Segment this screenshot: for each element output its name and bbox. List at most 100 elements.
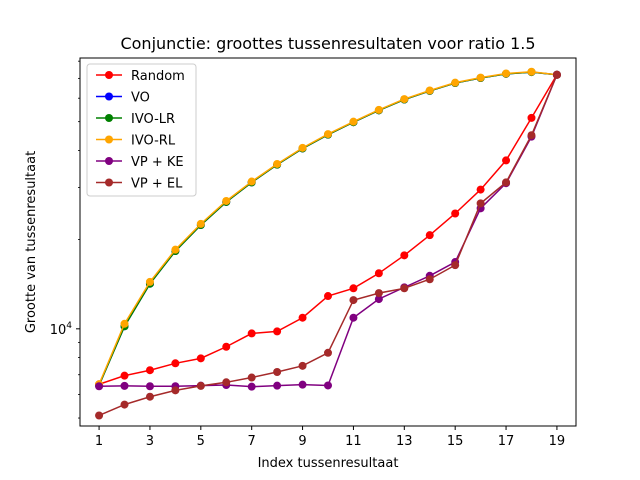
- legend-item: VP + KE: [96, 155, 184, 170]
- legend-marker: [105, 71, 113, 79]
- x-tick-label: 17: [498, 434, 515, 449]
- x-axis-ticks: 1 3 5 7 9 11 13 15 17 19: [95, 426, 565, 449]
- data-point: [273, 327, 282, 336]
- data-point: [552, 70, 561, 79]
- legend-item: IVO-LR: [96, 112, 175, 127]
- data-point: [171, 386, 180, 395]
- data-point: [502, 178, 511, 187]
- data-point: [298, 143, 307, 152]
- data-point: [425, 231, 434, 240]
- x-tick-label: 5: [197, 434, 205, 449]
- y-tick-label-base: 10: [50, 323, 67, 338]
- data-point: [476, 199, 485, 208]
- legend-marker: [105, 92, 113, 101]
- data-point: [120, 319, 129, 328]
- data-point: [273, 381, 282, 390]
- data-point: [527, 131, 536, 140]
- data-point: [374, 105, 383, 114]
- x-tick-label: 7: [248, 434, 256, 449]
- data-point: [95, 382, 104, 391]
- data-point: [145, 382, 154, 391]
- data-point: [247, 382, 256, 391]
- x-tick-label: 19: [549, 434, 566, 449]
- legend-label: VP + KE: [131, 155, 184, 170]
- data-point: [374, 289, 383, 298]
- legend-label: IVO-LR: [131, 112, 175, 127]
- legend-label: IVO-RL: [131, 134, 176, 149]
- data-point: [400, 251, 409, 260]
- x-tick-label: 9: [298, 434, 306, 449]
- y-tick-label-exponent: 4: [66, 321, 72, 331]
- data-point: [247, 177, 256, 186]
- data-point: [222, 342, 231, 351]
- legend-label: VP + EL: [131, 177, 183, 192]
- data-point: [451, 261, 460, 270]
- data-point: [273, 159, 282, 168]
- legend-label: VO: [131, 91, 150, 106]
- legend: Random VO IVO-LR IVO-RL VP + KE VP + EL: [86, 63, 197, 197]
- y-axis-label: Grootte van tussenresultaat: [24, 151, 39, 333]
- data-point: [145, 366, 154, 375]
- data-point: [374, 295, 383, 304]
- data-point: [171, 359, 180, 368]
- data-point: [120, 381, 129, 390]
- data-point: [502, 156, 511, 165]
- data-point: [145, 277, 154, 286]
- data-point: [324, 348, 332, 357]
- chart-title: Conjunctie: groottes tussenresultaten vo…: [120, 34, 535, 53]
- legend-item: IVO-RL: [96, 134, 176, 149]
- data-point: [400, 95, 409, 104]
- series-random: [95, 70, 561, 389]
- data-point: [120, 371, 129, 380]
- legend-label: Random: [131, 69, 185, 84]
- data-point: [349, 117, 358, 126]
- x-tick-label: 11: [345, 434, 362, 449]
- data-point: [451, 78, 460, 87]
- data-point: [527, 67, 536, 76]
- data-point: [324, 130, 332, 139]
- y-tick-label: 104: [50, 321, 73, 338]
- data-point: [120, 400, 129, 409]
- data-point: [145, 392, 154, 401]
- data-point: [349, 313, 358, 322]
- data-point: [451, 209, 460, 218]
- data-point: [196, 381, 205, 390]
- series-vp-el: [95, 70, 561, 420]
- data-point: [222, 378, 231, 387]
- data-point: [222, 196, 231, 205]
- legend-item: VP + EL: [96, 177, 183, 192]
- legend-item: Random: [96, 69, 185, 84]
- data-point: [196, 219, 205, 228]
- x-tick-label: 1: [95, 434, 103, 449]
- data-point: [425, 86, 434, 95]
- data-point: [476, 73, 485, 82]
- legend-marker: [105, 114, 113, 122]
- x-axis-label: Index tussenresultaat: [258, 456, 399, 471]
- data-point: [298, 361, 307, 370]
- data-point: [349, 284, 358, 293]
- data-point: [196, 354, 205, 363]
- legend-marker: [105, 157, 113, 165]
- legend-marker: [105, 178, 113, 187]
- data-point: [298, 380, 307, 389]
- x-tick-label: 3: [146, 434, 154, 449]
- data-point: [374, 269, 383, 278]
- data-point: [273, 368, 282, 377]
- series-ivo-rl: [95, 67, 561, 389]
- data-point: [476, 185, 485, 194]
- data-point: [95, 411, 104, 420]
- plot-frame: [79, 57, 577, 427]
- data-point: [324, 292, 332, 301]
- data-point: [502, 69, 511, 78]
- y-axis-ticks: 104: [50, 60, 80, 419]
- data-point: [349, 296, 358, 305]
- data-point: [324, 381, 332, 390]
- data-point: [247, 329, 256, 338]
- data-point: [171, 245, 180, 254]
- data-point: [425, 275, 434, 284]
- data-point: [298, 313, 307, 322]
- data-point: [400, 284, 409, 293]
- legend-item: VO: [96, 91, 150, 106]
- x-tick-label: 15: [447, 434, 464, 449]
